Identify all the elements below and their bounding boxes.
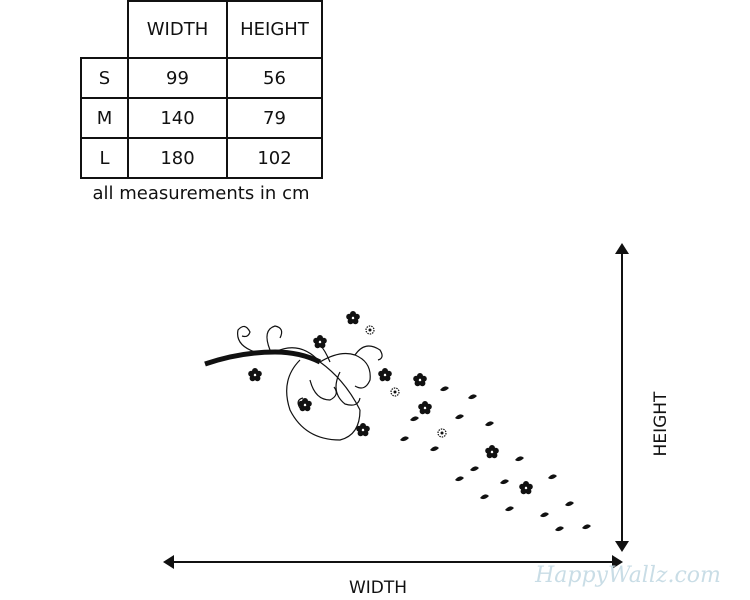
width-label: WIDTH xyxy=(349,578,407,598)
cell: 99 xyxy=(127,57,228,99)
height-label: HEIGHT xyxy=(651,391,671,456)
row: S 99 56 xyxy=(80,57,323,99)
cell: 79 xyxy=(226,97,323,139)
row: L 180 102 xyxy=(80,137,323,179)
header-cell: HEIGHT xyxy=(226,0,323,59)
width-arrow xyxy=(163,555,623,569)
cell: 102 xyxy=(226,137,323,179)
header-row: WIDTH HEIGHT xyxy=(81,0,323,59)
corner xyxy=(81,1,129,59)
flowers xyxy=(248,311,533,495)
size-table: WIDTH HEIGHT S 99 56 M 140 79 L 180 102 xyxy=(80,0,323,179)
watermark: HappyWallz.com xyxy=(534,563,721,588)
cell: 140 xyxy=(127,97,228,139)
cell: 56 xyxy=(226,57,323,99)
note: all measurements in cm xyxy=(92,183,310,204)
height-arrow xyxy=(615,243,629,552)
header-cell: WIDTH xyxy=(127,0,228,59)
cell: L xyxy=(80,137,129,179)
cell: M xyxy=(80,97,129,139)
cell: 180 xyxy=(127,137,228,179)
floral-illustration xyxy=(204,325,383,441)
cell: S xyxy=(80,57,129,99)
row: M 140 79 xyxy=(80,97,323,139)
